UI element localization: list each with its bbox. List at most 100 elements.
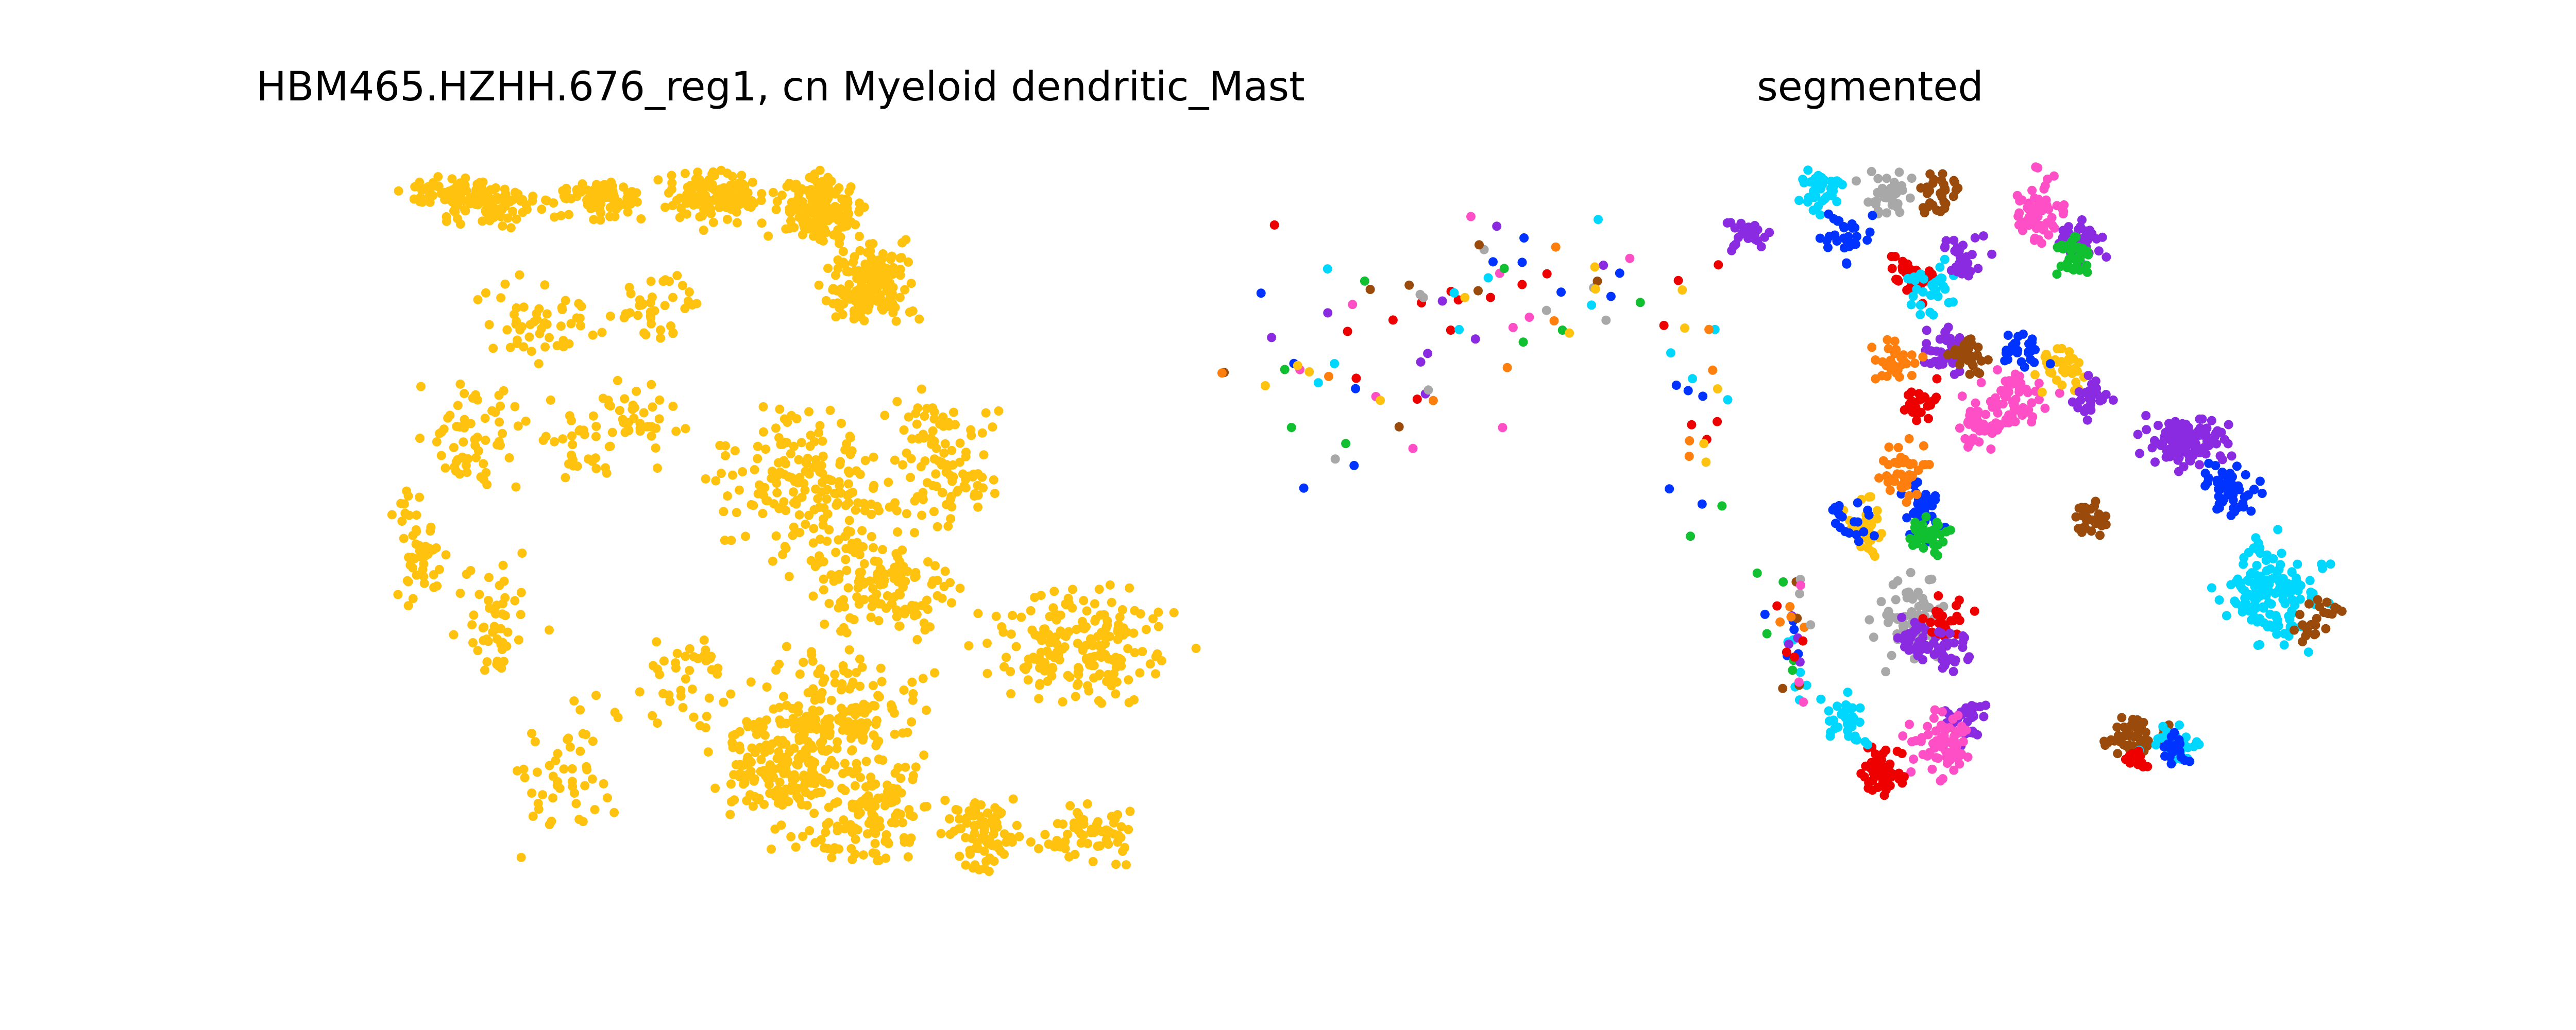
left-scatter-point [964,806,974,816]
left-scatter-point [799,478,809,488]
right-segment-point [2171,421,2180,431]
left-scatter-point [479,622,489,632]
right-segment-point [1936,529,1945,539]
right-segment-point [2211,461,2221,471]
left-scatter-point [947,445,957,455]
left-scatter-point [1064,852,1074,862]
left-scatter-point [833,797,842,807]
left-scatter-point [973,609,983,619]
right-segment-point [1635,298,1645,307]
right-segment-point [1217,368,1227,378]
left-scatter-point [555,783,565,793]
right-segment-point [1834,178,1844,187]
left-scatter-point [1040,830,1050,839]
left-scatter-point [753,454,762,464]
left-scatter-point [576,186,586,196]
left-scatter-point [503,213,513,223]
left-scatter-point [1101,825,1111,835]
right-segment-point [1717,501,1727,511]
left-scatter-point [632,386,641,396]
right-segment-point [2201,449,2211,459]
right-segment-point [2268,554,2278,563]
right-segment-point [2067,397,2077,407]
left-scatter-point [859,559,869,569]
right-segment-point [2029,193,2039,203]
right-segment-point [1966,334,1976,344]
right-segment-point [2029,235,2039,245]
left-scatter-point [992,822,1002,832]
right-segment-point [1950,749,1959,759]
left-scatter-point [839,623,849,632]
left-scatter-point [803,224,812,233]
left-scatter-point [814,280,824,290]
left-scatter-point [781,506,791,516]
left-scatter-point [534,359,544,369]
left-scatter-point [822,536,832,546]
left-scatter-point [791,842,801,852]
right-segment-point [1524,313,1534,322]
right-segment-point [1930,491,1940,501]
left-scatter-point [761,444,771,454]
left-scatter-point [841,544,851,554]
left-scatter-point [1023,675,1033,685]
right-segment-point [2259,618,2269,628]
right-segment-point [1905,193,1915,203]
right-segment-point [1972,411,1981,421]
left-scatter-point [578,817,588,827]
left-scatter-point [820,620,829,629]
left-scatter-point [626,289,636,299]
left-scatter-point [758,427,768,437]
left-scatter-point [844,209,854,219]
right-segment-point [1970,606,1979,616]
right-segment-point [1929,713,1939,723]
left-scatter-point [659,656,669,666]
left-scatter-point [890,455,900,465]
left-scatter-point [926,433,936,443]
right-segment-point [1952,243,1962,253]
left-scatter-point [928,576,938,586]
right-segment-point [1269,220,1279,230]
left-scatter-point [538,790,548,800]
right-segment-point [1872,514,1882,523]
right-segment-point [2247,568,2257,578]
right-segment-point [1908,459,1918,469]
left-scatter-point [818,736,827,746]
right-segment-point [1904,470,1914,479]
left-scatter-point [887,251,897,261]
right-segment-point [2027,398,2037,408]
left-scatter-point [906,473,915,483]
right-panel: segmented [1217,64,2347,800]
right-segment-point [2252,561,2262,570]
left-scatter-point [942,500,951,509]
left-scatter-point [999,849,1009,859]
right-segment-point [2117,713,2127,723]
right-segment-point [1882,208,1891,218]
left-scatter-point [938,412,948,422]
left-scatter-point [607,427,617,437]
right-segment-point [2273,588,2282,597]
right-segment-point [2052,269,2062,279]
left-scatter-point [806,184,816,194]
left-scatter-point [808,591,818,601]
left-scatter-point [400,508,410,518]
left-scatter-point [453,200,462,210]
left-scatter-point [1052,615,1061,625]
right-segment-point [2249,485,2259,495]
right-segment-point [1878,778,1888,787]
left-scatter-point [628,400,638,410]
left-scatter-point [784,572,794,581]
right-segment-point [1862,235,1872,245]
left-scatter-point [851,834,860,844]
left-scatter-point [883,591,892,600]
right-segment-point [1824,706,1834,716]
left-scatter-point [775,777,785,787]
left-scatter-point [964,641,974,650]
left-scatter-point [973,490,983,500]
left-scatter-point [511,482,521,492]
left-scatter-point [602,793,612,803]
left-scatter-point [752,730,761,739]
left-scatter-point [833,737,842,747]
right-segment-point [1750,234,1760,244]
left-scatter-point [557,303,567,313]
left-scatter-point [892,506,902,516]
